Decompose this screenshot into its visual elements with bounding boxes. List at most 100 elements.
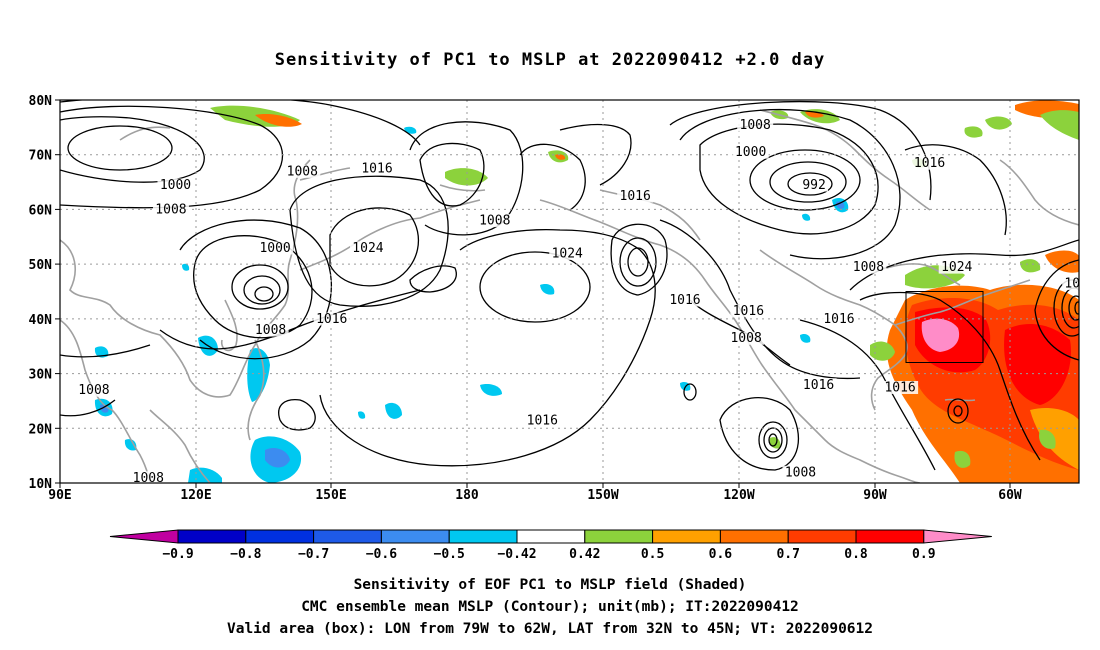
- contour-label: 1016: [620, 189, 651, 204]
- colorbar-label: 0.42: [569, 547, 600, 562]
- colorbar-label: −0.6: [366, 547, 397, 562]
- colorbar-segment: [855, 529, 925, 544]
- contour-label: 1024: [941, 260, 972, 275]
- colorbar-label: −0.9: [162, 547, 193, 562]
- contour-label: 1008: [155, 203, 186, 218]
- contour-label-bg: [284, 164, 321, 178]
- lon-axis-labels: 90E 120E 150E 180 150W 120W 90W 60W: [48, 488, 1022, 503]
- caption-line-contour: CMC ensemble mean MSLP (Contour); unit(m…: [301, 599, 799, 615]
- colorbar-segment: [652, 529, 721, 544]
- contour-label: 1008: [133, 471, 164, 486]
- lat-label: 30N: [29, 368, 53, 383]
- contour-label-bg: [800, 378, 837, 392]
- contour-label: 1008: [479, 214, 510, 229]
- lat-label: 60N: [29, 203, 53, 218]
- contour-label-bg: [938, 260, 975, 274]
- caption-line-shading: Sensitivity of EOF PC1 to MSLP field (Sh…: [353, 577, 747, 593]
- contour-label: 1016: [823, 312, 854, 327]
- contour-label: 1008: [287, 164, 318, 179]
- contour-label: 1016: [361, 162, 392, 177]
- contour-label-bg: [157, 178, 194, 192]
- axis-ticks: [55, 99, 1011, 488]
- lat-label: 50N: [29, 258, 53, 273]
- colorbar-segment: [516, 529, 586, 544]
- colorbar-label: −0.42: [497, 547, 536, 562]
- colorbar-label: −0.7: [298, 547, 329, 562]
- colorbar-segment: [787, 529, 857, 544]
- lat-label: 70N: [29, 149, 53, 164]
- caption-line-valid-area: Valid area (box): LON from 79W to 62W, L…: [226, 621, 873, 637]
- contour-label: 1008: [740, 118, 771, 133]
- colorbar-arrow-high: [923, 529, 992, 544]
- contour-label: 1008: [78, 383, 109, 398]
- caption: Sensitivity of EOF PC1 to MSLP field (Sh…: [0, 574, 1100, 640]
- lat-label: 20N: [29, 422, 53, 437]
- contour-label-bg: [882, 380, 919, 394]
- contour-label: 1016: [527, 413, 558, 428]
- contour-label: 1000: [735, 145, 766, 160]
- lon-label: 150W: [587, 488, 618, 503]
- contour-label-bg: [850, 260, 887, 274]
- colorbar-segment: [448, 529, 518, 544]
- contour-label: 1016: [733, 304, 764, 319]
- contour-label: 1008: [730, 331, 761, 346]
- contour-label-bg: [130, 471, 167, 483]
- lon-label: 60W: [998, 488, 1022, 503]
- contour-label: 1024: [552, 246, 583, 261]
- contour-label: 1008: [853, 260, 884, 275]
- colorbar-label: 0.7: [776, 547, 799, 562]
- colorbar: −0.9 −0.8 −0.7 −0.6 −0.5 −0.42 0.42 0.5 0.6 0.7 0.…: [109, 529, 992, 562]
- colorbar-label: 0.5: [641, 547, 664, 562]
- contour-label-bg: [252, 323, 289, 337]
- colorbar-segment: [719, 529, 789, 544]
- lon-label: 90E: [48, 488, 71, 503]
- colorbar-segment: [313, 529, 382, 544]
- contour-label-bg: [911, 156, 948, 170]
- contour-label: 10: [1064, 277, 1080, 292]
- contour-label: 1016: [669, 293, 700, 308]
- graticule: [60, 100, 1079, 483]
- contour-labels: 1000 1008 1008 1016 1000 1024 1008 1016 1008 1008…: [75, 118, 1080, 486]
- colorbar-label: 0.8: [844, 547, 868, 562]
- positive-sensitivity-shading: [210, 100, 1079, 483]
- colorbar-label: 0.9: [912, 547, 935, 562]
- lat-label: 10N: [29, 477, 53, 492]
- contour-label-bg: [549, 246, 586, 260]
- contour-label: 1008: [255, 323, 286, 338]
- contour-label-bg: [359, 162, 396, 176]
- contour-label-bg: [75, 383, 112, 397]
- contour-label-bg: [800, 178, 829, 192]
- lon-label: 120W: [723, 488, 754, 503]
- contour-label: 1016: [914, 156, 945, 171]
- contour-label-bg: [257, 241, 294, 255]
- contour-label-bg: [737, 118, 774, 132]
- lat-label: 80N: [29, 94, 53, 109]
- colorbar-label: 0.6: [709, 547, 733, 562]
- contour-label-bg: [666, 293, 703, 307]
- negative-sensitivity-shading: [94, 126, 849, 483]
- colorbar-segment: [380, 529, 450, 544]
- contour-label: 1000: [259, 241, 290, 256]
- contour-label-bg: [1062, 277, 1079, 291]
- colorbar-arrow-low: [109, 529, 179, 544]
- lon-label: 180: [455, 488, 479, 503]
- chart-title: Sensitivity of PC1 to MSLP at 2022090412…: [274, 50, 826, 70]
- contour-label: 1000: [160, 178, 191, 193]
- lat-axis-labels: 80N 70N 60N 50N 40N 30N 20N 10N: [29, 94, 53, 492]
- contour-label: 1016: [884, 380, 915, 395]
- valid-area-box: [905, 291, 984, 363]
- lon-label: 90W: [863, 488, 887, 503]
- map-frame: [59, 99, 1080, 484]
- contour-label-bg: [732, 145, 769, 159]
- contour-label: 1016: [316, 312, 347, 327]
- colorbar-label: −0.5: [434, 547, 465, 562]
- contour-label-bg: [524, 413, 561, 427]
- contour-label-bg: [782, 465, 819, 479]
- colorbar-segment: [177, 529, 247, 544]
- colorbar-segment: [584, 529, 654, 544]
- contour-label-bg: [152, 203, 189, 217]
- colorbar-label: −0.8: [230, 547, 261, 562]
- contour-label-bg: [349, 241, 386, 255]
- contour-label-bg: [617, 189, 654, 203]
